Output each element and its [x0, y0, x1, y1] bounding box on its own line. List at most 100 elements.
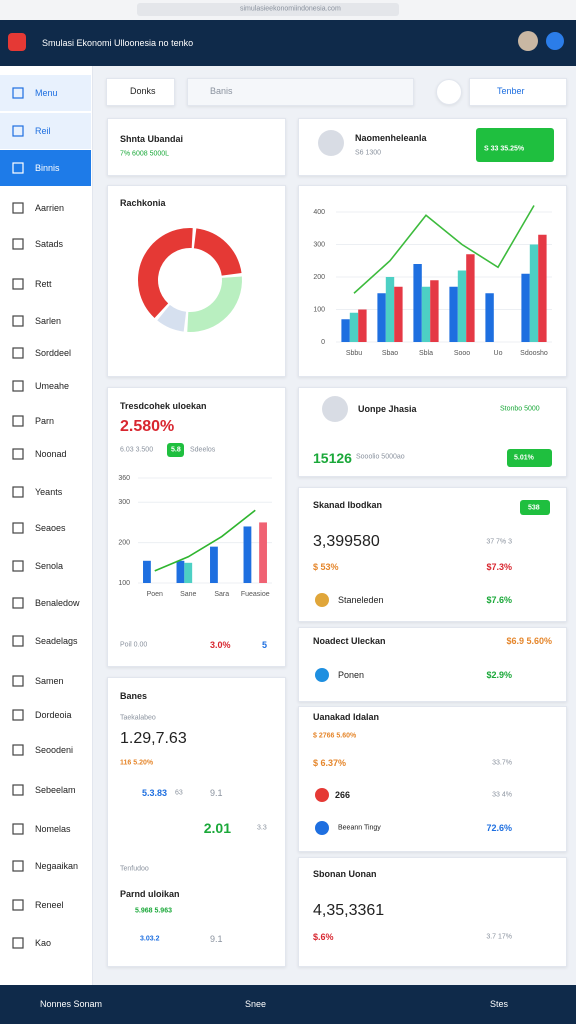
x-tick-label: Sbla — [419, 350, 433, 357]
nav-icon — [12, 823, 24, 835]
label: Poil 0.00 — [120, 641, 148, 649]
card — [107, 118, 286, 176]
label: 1.29,7.63 — [120, 730, 187, 747]
y-tick-label: 0 — [321, 339, 325, 346]
nav-item[interactable]: Reneel — [35, 900, 64, 910]
x-tick-label: Sara — [214, 591, 229, 598]
label: 2.580% — [120, 418, 175, 435]
label: Naomenheleanla — [355, 133, 427, 143]
nav-item[interactable]: Binnis — [35, 163, 60, 173]
card — [107, 387, 286, 667]
footer-link: Snee — [245, 999, 267, 1009]
nav-item[interactable]: Noonad — [35, 449, 67, 459]
search-placeholder: Banis — [210, 86, 233, 96]
nav-item[interactable]: Sebeelam — [35, 785, 76, 795]
avatar[interactable] — [518, 31, 538, 51]
nav-item[interactable]: Negaaikan — [35, 861, 79, 871]
nav-item[interactable]: Rett — [35, 279, 52, 289]
bar — [449, 286, 458, 342]
nav-item[interactable]: Nomelas — [35, 824, 71, 834]
card — [298, 857, 567, 967]
y-tick-label: 360 — [118, 475, 130, 482]
settings[interactable] — [546, 32, 564, 50]
badge-label: 5.01% — [514, 454, 534, 462]
label: 3.3 — [257, 824, 267, 832]
nav-item[interactable]: Seoodeni — [35, 745, 74, 755]
label: 3,399580 — [313, 533, 380, 550]
app-header — [0, 20, 576, 66]
x-tick-label: Fueasioe — [241, 591, 270, 598]
y-tick-label: 100 — [313, 306, 325, 313]
label: 5 — [262, 640, 268, 650]
label: $7.3% — [486, 562, 512, 572]
nav-icon — [12, 347, 24, 359]
label: Tenfudoo — [120, 865, 149, 873]
coin-icon — [315, 593, 329, 607]
search[interactable] — [187, 78, 414, 106]
nav-icon — [12, 522, 24, 534]
nav-item[interactable]: Umeahe — [35, 381, 70, 391]
label: 3.03.2 — [140, 935, 160, 943]
line — [154, 509, 256, 572]
icon — [315, 788, 329, 802]
label: $2.9% — [486, 670, 512, 680]
label: 9.1 — [210, 788, 223, 798]
label: 4,35,3361 — [313, 902, 385, 919]
nav-item[interactable]: Parn — [35, 416, 55, 426]
nav-item[interactable]: Satads — [35, 239, 64, 249]
x-tick-label: Sbbu — [346, 350, 362, 357]
nav-icon — [12, 87, 24, 99]
bar — [485, 293, 494, 342]
nav-icon — [12, 238, 24, 250]
x-tick-label: Sbao — [382, 350, 398, 357]
nav-item[interactable]: Sarlen — [35, 316, 62, 326]
nav-item[interactable]: Senola — [35, 561, 64, 571]
nav-item[interactable]: Aarrien — [35, 203, 65, 213]
nav-item[interactable]: Dordeoia — [35, 710, 72, 720]
label: Sooolio 5000ao — [356, 453, 405, 461]
label: Sdeelos — [190, 446, 216, 454]
nav-item[interactable]: Menu — [35, 88, 58, 98]
nav-icon — [12, 744, 24, 756]
nav-item[interactable]: Seaoes — [35, 523, 66, 533]
donut-segment — [193, 228, 242, 276]
nav-item[interactable]: Yeants — [35, 487, 63, 497]
label: 9.1 — [210, 934, 223, 944]
donut-segment — [187, 276, 243, 332]
y-tick-label: 200 — [118, 539, 130, 546]
action-label: Tenber — [497, 86, 525, 96]
url: simulasieekonomiindonesia.com — [240, 5, 341, 13]
nav-item[interactable]: Kao — [35, 938, 52, 948]
sidebar — [0, 66, 93, 985]
label: $.6% — [313, 932, 334, 942]
label: $ 2766 5.60% — [313, 732, 357, 740]
label: Uonpe Jhasia — [358, 404, 417, 414]
y-tick-label: 300 — [313, 241, 325, 248]
x-tick-label: Poen — [147, 591, 163, 598]
icon — [315, 821, 329, 835]
nav-item[interactable]: Reil — [35, 126, 51, 136]
card — [107, 677, 286, 967]
card — [298, 706, 567, 852]
action-button[interactable] — [469, 78, 567, 106]
button[interactable] — [106, 78, 175, 106]
label: Staneleden — [338, 595, 384, 605]
label: Parnd uloikan — [120, 889, 180, 899]
nav-active — [0, 113, 91, 149]
nav-icon — [12, 560, 24, 572]
nav-item[interactable]: Seadelags — [35, 636, 78, 646]
nav-icon — [12, 315, 24, 327]
nav-icon — [12, 448, 24, 460]
nav-icon — [12, 597, 24, 609]
nav-icon — [12, 899, 24, 911]
badge[interactable] — [476, 128, 554, 162]
icon-button[interactable] — [436, 79, 462, 105]
nav-item[interactable]: Benaledow — [35, 598, 80, 608]
label: Uanakad Idalan — [313, 712, 380, 722]
nav-item[interactable]: Sorddeel — [35, 348, 72, 358]
label: 15126 — [313, 450, 352, 466]
nav-item[interactable]: Samen — [35, 676, 64, 686]
bar — [466, 254, 475, 342]
address-bar[interactable] — [137, 3, 399, 16]
label: 2.01 — [203, 820, 231, 836]
